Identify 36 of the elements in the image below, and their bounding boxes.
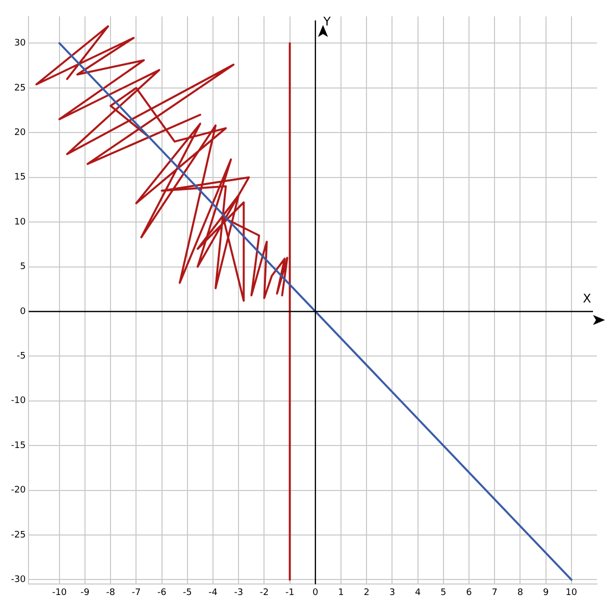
x-tick-label: 10 xyxy=(566,588,578,598)
x-tick-label: 5 xyxy=(440,588,446,598)
x-tick-label: 7 xyxy=(492,588,498,598)
x-tick-label: 1 xyxy=(338,588,344,598)
x-tick-label: -3 xyxy=(234,588,244,598)
y-tick-label: 0 xyxy=(20,306,26,317)
y-tick-label: 10 xyxy=(14,217,26,228)
y-tick-label: 15 xyxy=(14,172,26,183)
y-tick-label: -30 xyxy=(10,575,26,586)
x-tick-label: -4 xyxy=(208,588,218,598)
y-tick-label: -25 xyxy=(10,530,26,540)
x-tick-label: -10 xyxy=(52,588,68,598)
x-tick-label: -6 xyxy=(157,588,167,598)
y-tick-label: -20 xyxy=(10,486,26,496)
x-tick-label: 4 xyxy=(414,588,421,598)
x-tick-label: 2 xyxy=(364,588,370,598)
x-tick-label: -5 xyxy=(182,588,192,598)
x-tick-label: -2 xyxy=(260,588,269,598)
x-tick-label: -9 xyxy=(80,588,90,598)
x-tick-label: 0 xyxy=(312,588,319,598)
y-tick-label: 25 xyxy=(14,83,26,94)
x-tick-label: -1 xyxy=(285,588,294,598)
y-tick-label: -10 xyxy=(10,396,26,406)
x-tick-label: 9 xyxy=(542,588,549,598)
x-tick-label: 3 xyxy=(389,588,396,598)
x-tick-label: -8 xyxy=(106,588,116,598)
y-tick-label: -5 xyxy=(16,352,26,362)
y-axis-title: Y xyxy=(322,14,332,29)
y-tick-label: 5 xyxy=(20,262,26,272)
x-tick-label: -7 xyxy=(132,588,141,598)
y-tick-label: 30 xyxy=(14,38,26,49)
y-tick-label: 20 xyxy=(14,128,26,138)
x-tick-label: 8 xyxy=(517,588,524,598)
x-axis-title: X xyxy=(582,292,592,306)
y-tick-label: -15 xyxy=(10,440,26,451)
x-tick-label: 6 xyxy=(466,588,472,598)
